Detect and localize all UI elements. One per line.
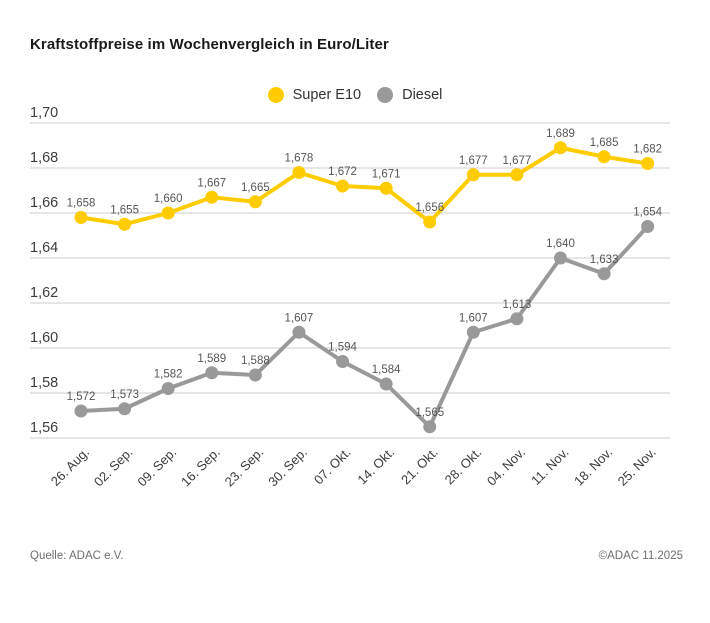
svg-text:1,607: 1,607 — [459, 312, 488, 324]
super-e10-dot-icon — [267, 87, 284, 103]
svg-text:28. Okt.: 28. Okt. — [442, 445, 485, 488]
svg-text:1,584: 1,584 — [372, 364, 401, 376]
svg-text:07. Okt.: 07. Okt. — [311, 445, 354, 488]
svg-text:1,672: 1,672 — [328, 166, 357, 178]
svg-text:1,62: 1,62 — [30, 285, 58, 301]
svg-text:1,658: 1,658 — [67, 198, 96, 210]
svg-text:1,682: 1,682 — [633, 144, 662, 156]
svg-text:1,677: 1,677 — [503, 155, 532, 167]
svg-text:26. Aug.: 26. Aug. — [48, 445, 92, 489]
svg-text:1,671: 1,671 — [372, 168, 401, 180]
svg-text:1,613: 1,613 — [503, 299, 532, 311]
svg-text:1,633: 1,633 — [590, 254, 619, 266]
legend-label-super-e10: Super E10 — [292, 87, 362, 103]
svg-text:1,589: 1,589 — [197, 353, 226, 365]
svg-text:04. Nov.: 04. Nov. — [484, 445, 528, 489]
svg-text:02. Sep.: 02. Sep. — [91, 445, 136, 490]
svg-text:1,594: 1,594 — [328, 342, 357, 354]
legend-item-diesel: Diesel — [377, 87, 442, 103]
copyright-notice: ©ADAC 11.2025 — [598, 550, 683, 562]
svg-text:09. Sep.: 09. Sep. — [134, 445, 179, 490]
svg-text:1,654: 1,654 — [633, 207, 662, 219]
svg-text:1,689: 1,689 — [546, 128, 575, 140]
svg-text:16. Sep.: 16. Sep. — [178, 445, 223, 490]
svg-text:18. Nov.: 18. Nov. — [571, 445, 615, 489]
svg-text:1,64: 1,64 — [30, 240, 58, 256]
svg-text:1,640: 1,640 — [546, 238, 575, 250]
svg-text:1,665: 1,665 — [241, 182, 270, 194]
svg-text:1,572: 1,572 — [67, 391, 96, 403]
source-attribution: Quelle: ADAC e.V. — [30, 550, 124, 562]
svg-text:1,66: 1,66 — [30, 195, 58, 211]
page-title: Kraftstoffpreise im Wochenvergleich in E… — [30, 36, 389, 53]
svg-text:1,678: 1,678 — [285, 153, 314, 165]
svg-text:1,656: 1,656 — [415, 202, 444, 214]
svg-text:1,660: 1,660 — [154, 193, 183, 205]
svg-text:1,573: 1,573 — [110, 389, 139, 401]
svg-text:1,588: 1,588 — [241, 355, 270, 367]
svg-text:1,685: 1,685 — [590, 137, 619, 149]
legend-label-diesel: Diesel — [402, 87, 443, 103]
price-chart: 1,70 1,68 1,66 1,64 1,62 1,60 1,58 1,56 1,572 1,5… — [30, 105, 670, 490]
svg-text:14. Okt.: 14. Okt. — [354, 445, 397, 488]
svg-text:1,565: 1,565 — [415, 407, 444, 419]
diesel-dot-icon — [377, 87, 394, 103]
svg-text:1,655: 1,655 — [110, 204, 139, 216]
svg-text:25. Nov.: 25. Nov. — [615, 445, 659, 489]
svg-text:23. Sep.: 23. Sep. — [222, 445, 267, 490]
svg-text:1,56: 1,56 — [30, 420, 58, 436]
svg-text:1,60: 1,60 — [30, 330, 58, 346]
svg-text:1,58: 1,58 — [30, 375, 58, 391]
svg-text:11. Nov.: 11. Nov. — [528, 445, 571, 488]
svg-text:30. Sep.: 30. Sep. — [265, 445, 310, 490]
chart-legend: Super E10 Diesel — [0, 87, 710, 103]
svg-text:1,68: 1,68 — [30, 150, 58, 166]
svg-text:1,70: 1,70 — [30, 105, 58, 121]
legend-item-super-e10: Super E10 — [267, 87, 362, 103]
svg-text:1,582: 1,582 — [154, 369, 183, 381]
svg-text:1,667: 1,667 — [197, 177, 226, 189]
svg-text:1,607: 1,607 — [285, 312, 314, 324]
svg-text:21. Okt.: 21. Okt. — [398, 445, 441, 488]
svg-text:1,677: 1,677 — [459, 155, 488, 167]
